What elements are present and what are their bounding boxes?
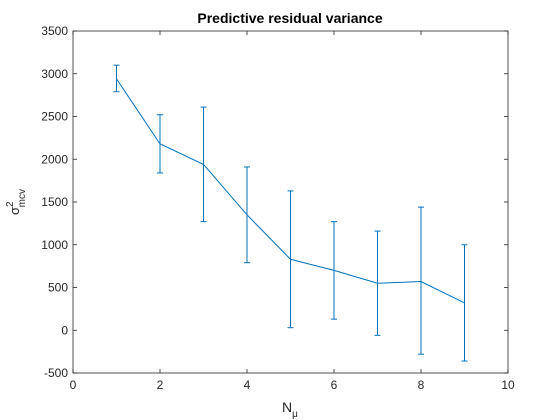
y-axis-label: σ2mcv	[5, 189, 28, 215]
x-tick-label: 8	[418, 378, 425, 392]
x-tick-label: 2	[157, 378, 164, 392]
x-axis-label: Nμ	[282, 399, 298, 420]
y-tick-label: -500	[44, 366, 68, 380]
x-tick-label: 10	[501, 378, 515, 392]
chart-title: Predictive residual variance	[197, 10, 382, 26]
y-tick-label: 3000	[41, 67, 68, 81]
y-tick-label: 1500	[41, 195, 68, 209]
y-tick-label: 0	[61, 323, 68, 337]
y-tick-label: 2500	[41, 110, 68, 124]
y-tick-label: 3500	[41, 24, 68, 38]
x-tick-label: 6	[331, 378, 338, 392]
x-tick-label: 4	[244, 378, 251, 392]
y-tick-label: 500	[48, 281, 68, 295]
y-tick-label: 2000	[41, 152, 68, 166]
x-tick-label: 0	[70, 378, 77, 392]
y-tick-label: 1000	[41, 238, 68, 252]
